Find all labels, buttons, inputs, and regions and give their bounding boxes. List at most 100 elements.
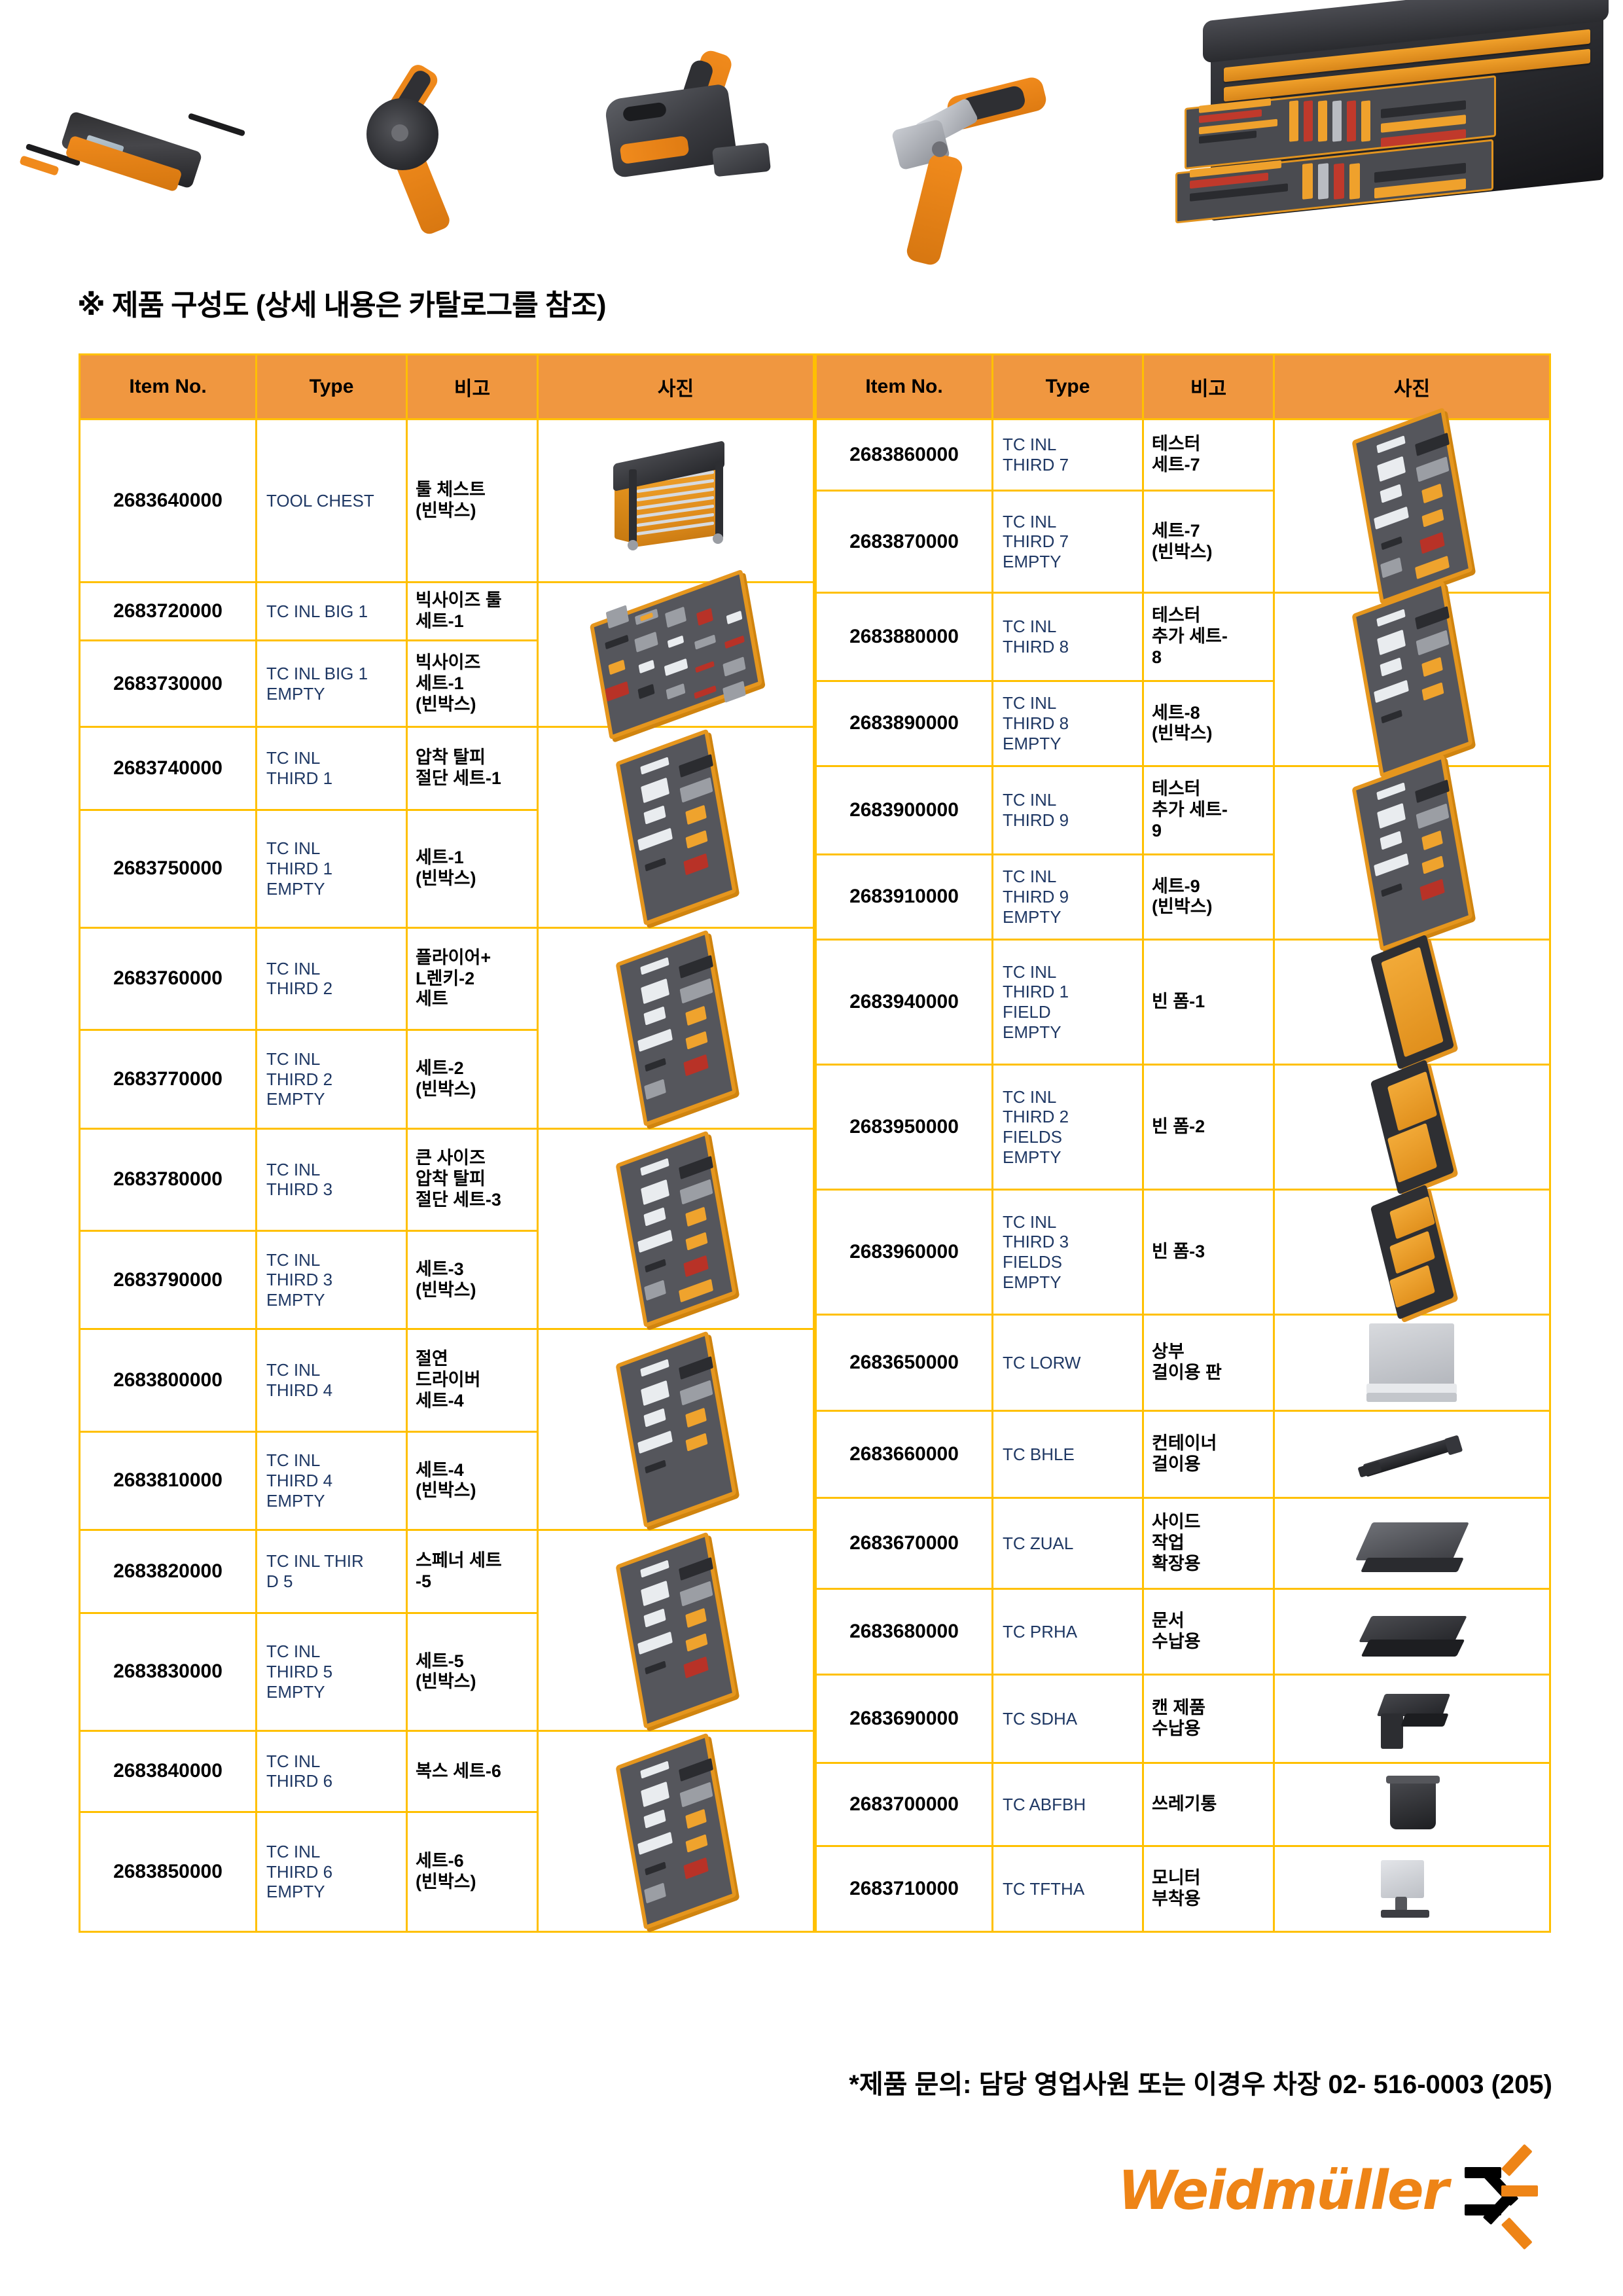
cell-type: TC INL THIRD 5 EMPTY [255,1611,408,1732]
cell-note: 세트-9 (빈박스) [1142,853,1275,941]
table-row: 2683910000 TC INL THIRD 9 EMPTY 세트-9 (빈박스) [815,853,1550,941]
col-header-type: Type [255,353,408,420]
cell-photo-empty-foam-1 [1273,934,1551,1070]
col-header-photo: 사진 [1273,353,1551,420]
cell-note: 스페너 세트 -5 [406,1529,539,1614]
table-row: 2683700000 TC ABFBH 쓰레기통 [815,1762,1551,1847]
table-row: 2683950000 TC INL THIRD 2 FIELDS EMPTY 빈 폼-2 [815,1059,1551,1195]
cell-item-no: 2683740000 [79,726,257,811]
cell-item-no: 2683890000 [815,679,993,768]
cell-photo-third-tray-5 [537,1529,815,1732]
cell-photo-third-tray-2 [537,926,815,1130]
cell-item-no: 2683640000 [79,418,257,583]
section-caption: ※ 제품 구성도 (상세 내용은 카탈로그를 참조) [77,289,607,321]
cell-type: TC INL THIRD 3 EMPTY [255,1229,408,1331]
col-header-photo: 사진 [537,353,815,420]
table-row: 2683900000 TC INL THIRD 9 테스터 추가 세트- 9 [815,754,1551,952]
col-header-note: 비고 [406,353,539,420]
cell-item-no: 2683840000 [79,1730,257,1813]
cell-note: 세트-3 (빈박스) [406,1229,539,1331]
cell-note: 플라이어+ L렌키-2 세트 [406,926,539,1031]
brand-wordmark: Weidmüller [1118,2160,1449,2222]
left-product-table: Item No. Type 비고 사진 2683640000 TOOL CHEST… [79,353,815,1933]
cell-photo-side-work-tray [1273,1497,1551,1590]
cell-photo-document-holder [1273,1588,1551,1676]
cell-item-no: 2683730000 [79,639,257,728]
cell-type: TC INL THIRD 4 [255,1328,408,1433]
cell-photo-waste-bin [1273,1762,1551,1847]
table-row: 2683790000 TC INL THIRD 3 EMPTY 세트-3 (빈박스) [79,1229,814,1331]
cell-type: TC ABFBH [991,1762,1144,1847]
table-row: 2683690000 TC SDHA 캔 제품 수납용 [815,1674,1551,1764]
table-row: 2683640000 TOOL CHEST 툴 체스트 (빈박스) [79,418,815,583]
cell-item-no: 2683660000 [815,1410,993,1499]
cell-item-no: 2683800000 [79,1328,257,1433]
cell-type: TC INL THIRD 7 [991,418,1144,492]
cell-photo-empty-foam-3 [1273,1184,1551,1320]
cell-note: 세트-5 (빈박스) [406,1611,539,1732]
cell-type: TC TFTHA [991,1845,1144,1933]
cell-item-no: 2683950000 [815,1064,993,1191]
product-tables: Item No. Type 비고 사진 2683640000 TOOL CHEST… [79,353,1551,1933]
table-header-row: Item No. Type 비고 사진 [815,353,1551,420]
weidmuller-logo: Weidmüller [1118,2144,1538,2250]
cell-type: TC INL THIRD 1 EMPTY [255,808,408,929]
col-header-note: 비고 [1142,353,1275,420]
cell-photo-third-tray-7 [1273,407,1551,605]
cell-type: TC INL THIRD 2 [255,926,408,1031]
cell-item-no: 2683960000 [815,1189,993,1316]
cell-type: TC INL THIRD 1 FIELD EMPTY [991,939,1144,1066]
cell-item-no: 2683910000 [815,853,993,941]
table-row: 2683860000 TC INL THIRD 7 테스터 세트-7 [815,407,1551,605]
cell-item-no: 2683880000 [815,592,993,682]
cell-note: 빈 폼-3 [1142,1189,1275,1316]
cell-note: 빈 폼-1 [1142,939,1275,1066]
weidmuller-logo-mark [1465,2144,1538,2250]
table-header-row: Item No. Type 비고 사진 [79,353,815,420]
cell-type: TC INL THIRD 3 [255,1127,408,1232]
cell-note: 세트-1 (빈박스) [406,808,539,929]
cell-note: 모니터 부착용 [1142,1845,1275,1933]
contact-line: *제품 문의: 담당 영업사원 또는 이경우 차장 02- 516-0003 (… [849,2070,1552,2099]
cell-note: 사이드 작업 확장용 [1142,1497,1275,1590]
table-row: 2683800000 TC INL THIRD 4 절연 드라이버 세트-4 [79,1328,815,1532]
cell-photo-monitor-mount [1273,1845,1551,1933]
cell-item-no: 2683770000 [79,1029,257,1130]
cell-note: 세트-6 (빈박스) [406,1810,539,1933]
cell-note: 문서 수납용 [1142,1588,1275,1676]
cell-note: 상부 걸이용 판 [1142,1314,1275,1412]
cell-item-no: 2683680000 [815,1588,993,1676]
table-row: 2683810000 TC INL THIRD 4 EMPTY 세트-4 (빈박스) [79,1430,814,1532]
cell-photo-can-holder [1273,1674,1551,1764]
cell-item-no: 2683780000 [79,1127,257,1232]
cell-photo-big-tray-1 [537,569,815,740]
cell-type: TC SDHA [991,1674,1144,1764]
table-row: 2683660000 TC BHLE 컨테이너 걸이용 [815,1410,1551,1499]
table-row: 2683710000 TC TFTHA 모니터 부착용 [815,1845,1551,1933]
cell-note: 복스 세트-6 [406,1730,539,1813]
table-row: 2683960000 TC INL THIRD 3 FIELDS EMPTY 빈 폼-3 [815,1184,1551,1320]
cell-note: 빅사이즈 세트-1 (빈박스) [406,639,539,728]
cell-note: 빅사이즈 툴 세트-1 [406,581,539,642]
cell-item-no: 2683900000 [815,765,993,855]
cell-photo-third-tray-3 [537,1127,815,1331]
table-row: 2683670000 TC ZUAL 사이드 작업 확장용 [815,1497,1551,1590]
table-row: 2683730000 TC INL BIG 1 EMPTY 빅사이즈 세트-1 (빈박스) [79,639,814,728]
cell-type: TC INL THIRD 7 EMPTY [991,490,1144,594]
col-header-item-no: Item No. [815,353,993,420]
cell-type: TC INL THIRD 9 [991,765,1144,855]
cell-item-no: 2683830000 [79,1611,257,1732]
cell-item-no: 2683720000 [79,581,257,642]
cell-type: TC INL THIRD 2 EMPTY [255,1029,408,1130]
right-product-table: Item No. Type 비고 사진 2683860000 TC INL THIR… [815,353,1551,1933]
cell-type: TC LORW [991,1314,1144,1412]
table-row: 2683940000 TC INL THIRD 1 FIELD EMPTY 빈 폼-1 [815,934,1551,1070]
cell-type: TC INL THIRD 6 EMPTY [255,1810,408,1933]
col-header-type: Type [991,353,1144,420]
cell-type: TC INL THIRD 8 [991,592,1144,682]
table-row: 2683680000 TC PRHA 문서 수납용 [815,1588,1551,1676]
cell-item-no: 2683820000 [79,1529,257,1614]
col-header-item-no: Item No. [79,353,257,420]
table-row: 2683870000 TC INL THIRD 7 EMPTY 세트-7 (빈박스) [815,490,1550,594]
cell-item-no: 2683860000 [815,418,993,492]
